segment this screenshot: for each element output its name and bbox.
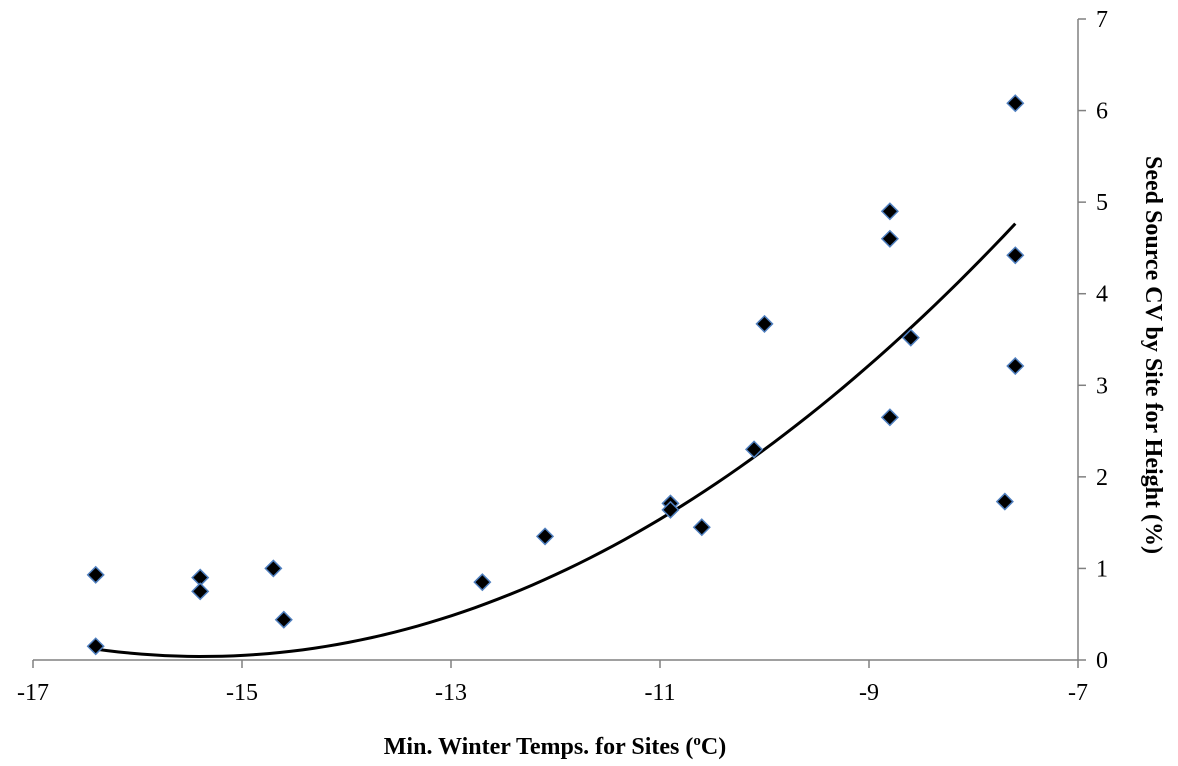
data-point (1006, 246, 1025, 265)
data-point (274, 610, 293, 629)
y-tick-label: 6 (1096, 99, 1108, 125)
y-tick-label: 3 (1096, 373, 1108, 399)
axes: -17 -15 -13 -11 -9 -7 0 1 2 3 4 5 6 7 (17, 7, 1108, 706)
data-point (692, 518, 711, 537)
y-tick-label: 7 (1096, 7, 1108, 33)
data-point (1006, 356, 1025, 376)
data-point (880, 202, 899, 221)
x-tick-label: -7 (1068, 680, 1088, 706)
data-point (880, 408, 899, 427)
data-point (995, 492, 1014, 511)
x-tick-label: -17 (17, 680, 49, 706)
data-point (755, 314, 774, 333)
data-point (264, 559, 283, 578)
y-tick-label: 1 (1096, 556, 1108, 582)
trendline-group (95, 222, 1017, 658)
x-axis-title: Min. Winter Temps. for Sites (oC) (384, 733, 726, 760)
x-tick-label: -13 (435, 680, 467, 706)
data-point (535, 527, 555, 546)
data-point (744, 440, 764, 459)
data-point (901, 328, 920, 347)
data-point (86, 565, 105, 584)
x-tick-label: -15 (226, 680, 258, 706)
trendline (95, 222, 1017, 658)
y-axis-title: Seed Source CV by Site for Height (%) (1140, 156, 1166, 554)
data-point (1006, 94, 1025, 113)
data-point (191, 582, 210, 601)
data-point (661, 500, 680, 519)
data-point (86, 637, 105, 656)
y-tick-label: 2 (1096, 465, 1108, 491)
y-tick-label: 4 (1096, 282, 1108, 308)
y-tick-label: 5 (1096, 190, 1108, 216)
x-tick-label: -9 (859, 680, 879, 706)
data-point (880, 229, 899, 248)
x-tick-label: -11 (644, 680, 675, 706)
data-point (473, 573, 492, 592)
data-points (86, 94, 1025, 656)
y-tick-label: 0 (1096, 648, 1108, 674)
